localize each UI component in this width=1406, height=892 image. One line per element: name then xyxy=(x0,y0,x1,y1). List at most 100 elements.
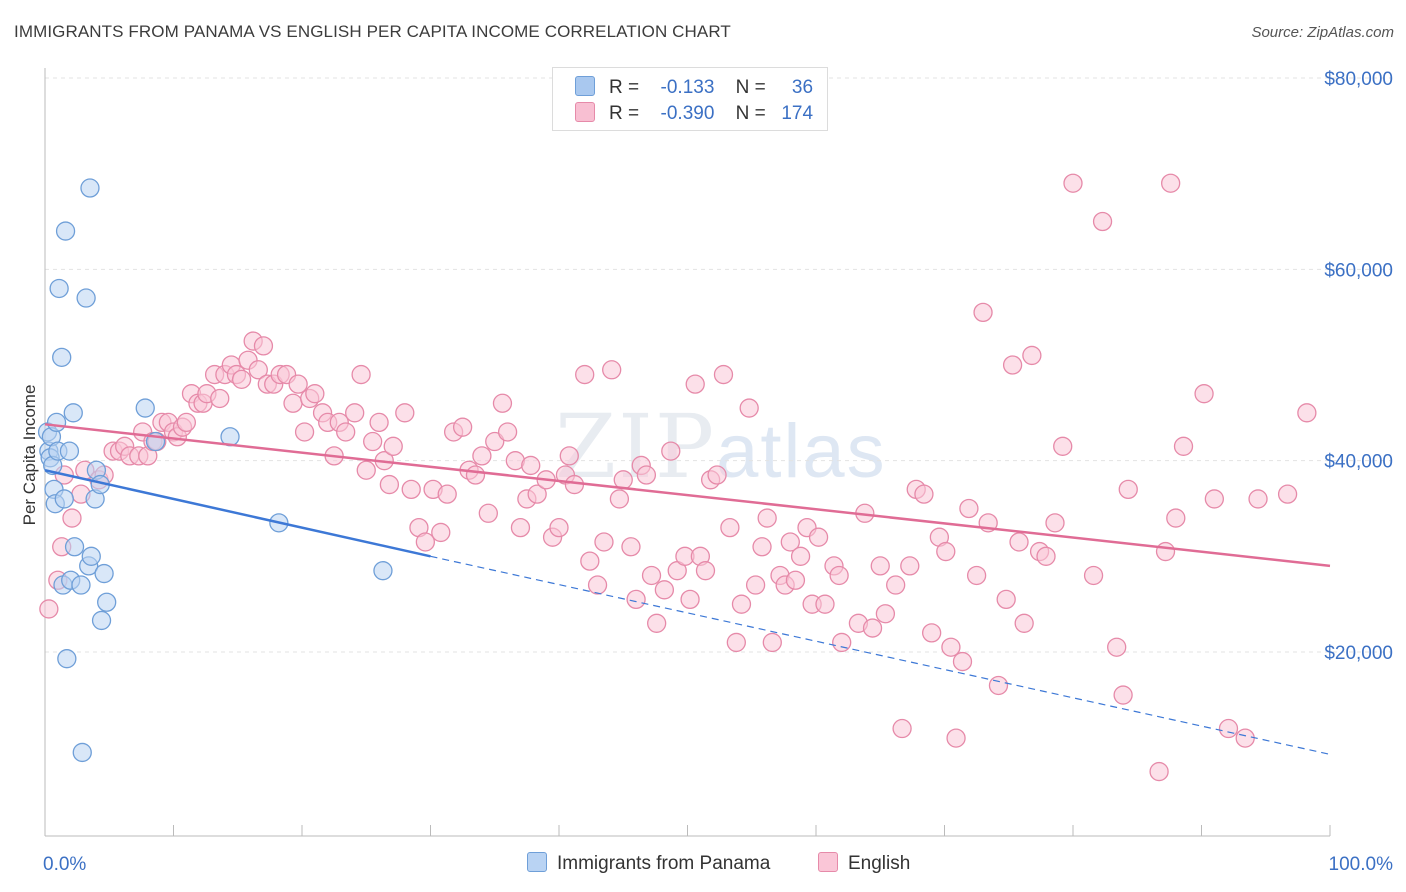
english-point xyxy=(731,594,752,614)
legend-n-label: N = xyxy=(735,77,766,98)
x-tick-label: 0.0% xyxy=(43,854,86,875)
english-point xyxy=(780,532,800,552)
legend-row-english: R = -0.390 N = 174 xyxy=(575,102,813,126)
english-point xyxy=(283,393,303,413)
english-point xyxy=(431,522,451,543)
english-point xyxy=(762,632,782,653)
english-point xyxy=(39,599,59,619)
panama-point xyxy=(94,563,114,584)
english-point xyxy=(1083,565,1104,586)
english-point xyxy=(922,623,942,643)
english-point xyxy=(739,398,759,418)
english-point xyxy=(1022,345,1042,366)
panama-point xyxy=(59,441,80,461)
english-point xyxy=(832,632,852,653)
english-point xyxy=(1161,173,1181,193)
english-point xyxy=(695,561,716,581)
english-point xyxy=(210,388,230,409)
english-point xyxy=(1009,532,1029,552)
panama-point xyxy=(52,347,72,367)
english-point xyxy=(757,508,777,528)
english-point xyxy=(1036,546,1056,566)
english-point xyxy=(1092,211,1113,232)
english-point xyxy=(497,422,518,442)
english-point xyxy=(437,484,457,504)
english-point xyxy=(1118,479,1138,500)
panama-point xyxy=(81,546,101,566)
english-point xyxy=(988,675,1009,696)
panama-point xyxy=(54,489,74,509)
english-point xyxy=(253,336,274,356)
bottom-legend-english: English xyxy=(818,852,910,875)
y-axis-label: Per Capita Income xyxy=(20,385,39,526)
english-point xyxy=(914,484,934,504)
english-point xyxy=(946,728,966,748)
english-point xyxy=(1204,489,1224,509)
english-point xyxy=(288,374,308,394)
english-point xyxy=(415,532,436,552)
english-point xyxy=(680,589,700,610)
panama-point xyxy=(71,575,91,595)
english-point xyxy=(351,364,371,385)
english-point xyxy=(713,364,734,385)
english-point xyxy=(752,537,772,557)
english-point xyxy=(636,465,657,485)
english-point xyxy=(383,436,403,456)
english-point xyxy=(492,393,513,413)
english-point xyxy=(1218,718,1239,739)
english-point xyxy=(401,479,421,500)
english-point xyxy=(829,565,849,586)
english-trend-line xyxy=(44,423,1331,568)
english-point xyxy=(1166,508,1186,528)
panama-point xyxy=(80,178,100,198)
panama-point xyxy=(46,412,67,433)
panama-point xyxy=(76,288,96,308)
english-point xyxy=(1045,513,1065,533)
panama-point xyxy=(57,649,77,669)
english-point xyxy=(575,364,595,385)
y-tick-label: $20,000 xyxy=(1324,643,1393,664)
english-point xyxy=(1053,436,1073,456)
english-point xyxy=(726,632,746,653)
english-point xyxy=(936,541,956,562)
bottom-legend-swatch-panama xyxy=(527,852,547,872)
english-point xyxy=(452,417,473,437)
english-point xyxy=(1002,355,1023,375)
english-point xyxy=(1113,685,1133,705)
english-point xyxy=(609,489,630,509)
legend-n-label: N = xyxy=(735,103,766,124)
legend-swatch-english xyxy=(575,102,595,122)
english-point xyxy=(1149,761,1169,782)
english-point xyxy=(465,465,486,485)
english-point xyxy=(594,532,614,552)
bottom-legend-panama: Immigrants from Panama xyxy=(527,852,770,875)
english-point xyxy=(1155,541,1176,562)
english-point xyxy=(621,537,641,557)
panama-trend-extension xyxy=(430,555,1331,755)
english-point xyxy=(862,618,883,638)
english-point xyxy=(485,431,505,452)
y-tick-label: $80,000 xyxy=(1324,69,1393,90)
english-point xyxy=(1235,728,1255,748)
english-point xyxy=(1248,489,1268,509)
english-point xyxy=(626,589,646,610)
english-point xyxy=(231,369,252,390)
english-point xyxy=(176,412,197,433)
english-point xyxy=(345,403,365,423)
watermark-atlas: atlas xyxy=(716,409,887,494)
english-point xyxy=(815,594,835,614)
english-point xyxy=(685,374,705,394)
english-point xyxy=(472,446,492,466)
english-point xyxy=(973,302,993,323)
english-point xyxy=(654,580,675,600)
panama-point xyxy=(63,403,83,423)
english-point xyxy=(549,517,569,538)
y-tick-label: $60,000 xyxy=(1324,260,1393,281)
english-point xyxy=(521,455,541,476)
english-point xyxy=(1194,384,1214,404)
english-point xyxy=(559,446,579,466)
x-tick-label: 100.0% xyxy=(1329,854,1394,875)
legend-r-value: -0.390 xyxy=(660,103,715,124)
panama-point xyxy=(49,278,69,299)
english-point xyxy=(527,484,547,504)
